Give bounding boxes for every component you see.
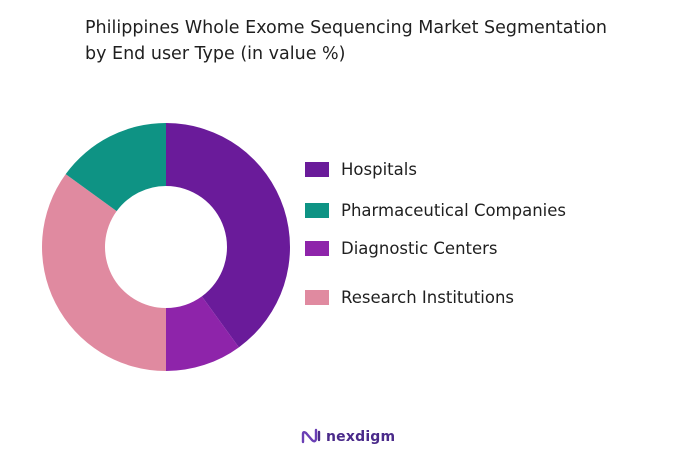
donut-slice-hospitals	[166, 123, 290, 348]
brand-name: nexdigm	[326, 429, 396, 445]
donut-slice-research-institutions	[41, 174, 167, 371]
legend-label: Diagnostic Centers	[341, 239, 498, 258]
chart-legend: Hospitals Pharmaceutical Companies Diagnos…	[305, 0, 675, 455]
legend-item-diagnostic-centers: Diagnostic Centers	[305, 239, 498, 258]
legend-swatch	[305, 162, 329, 177]
legend-item-hospitals: Hospitals	[305, 160, 417, 179]
legend-swatch	[305, 290, 329, 305]
legend-label: Pharmaceutical Companies	[341, 201, 567, 220]
legend-swatch	[305, 241, 329, 256]
chart-title: Philippines Whole Exome Sequencing Marke…	[85, 15, 665, 67]
legend-item-research-institutions: Research Institutions	[305, 288, 514, 307]
brand-footer: nexdigm	[301, 427, 395, 447]
nexdigm-logo-icon	[301, 428, 321, 444]
legend-label: Research Institutions	[341, 288, 515, 307]
legend-item-pharmaceutical-companies: Pharmaceutical Companies	[305, 201, 566, 220]
chart-title-line-1: Philippines Whole Exome Sequencing Marke…	[85, 18, 607, 38]
donut-slice-diagnostic-centers	[166, 296, 239, 371]
donut-slice-pharmaceutical-companies	[65, 123, 166, 212]
legend-label: Hospitals	[341, 160, 417, 179]
legend-swatch	[305, 203, 329, 218]
chart-title-line-2: by End user Type (in value %)	[85, 44, 346, 64]
